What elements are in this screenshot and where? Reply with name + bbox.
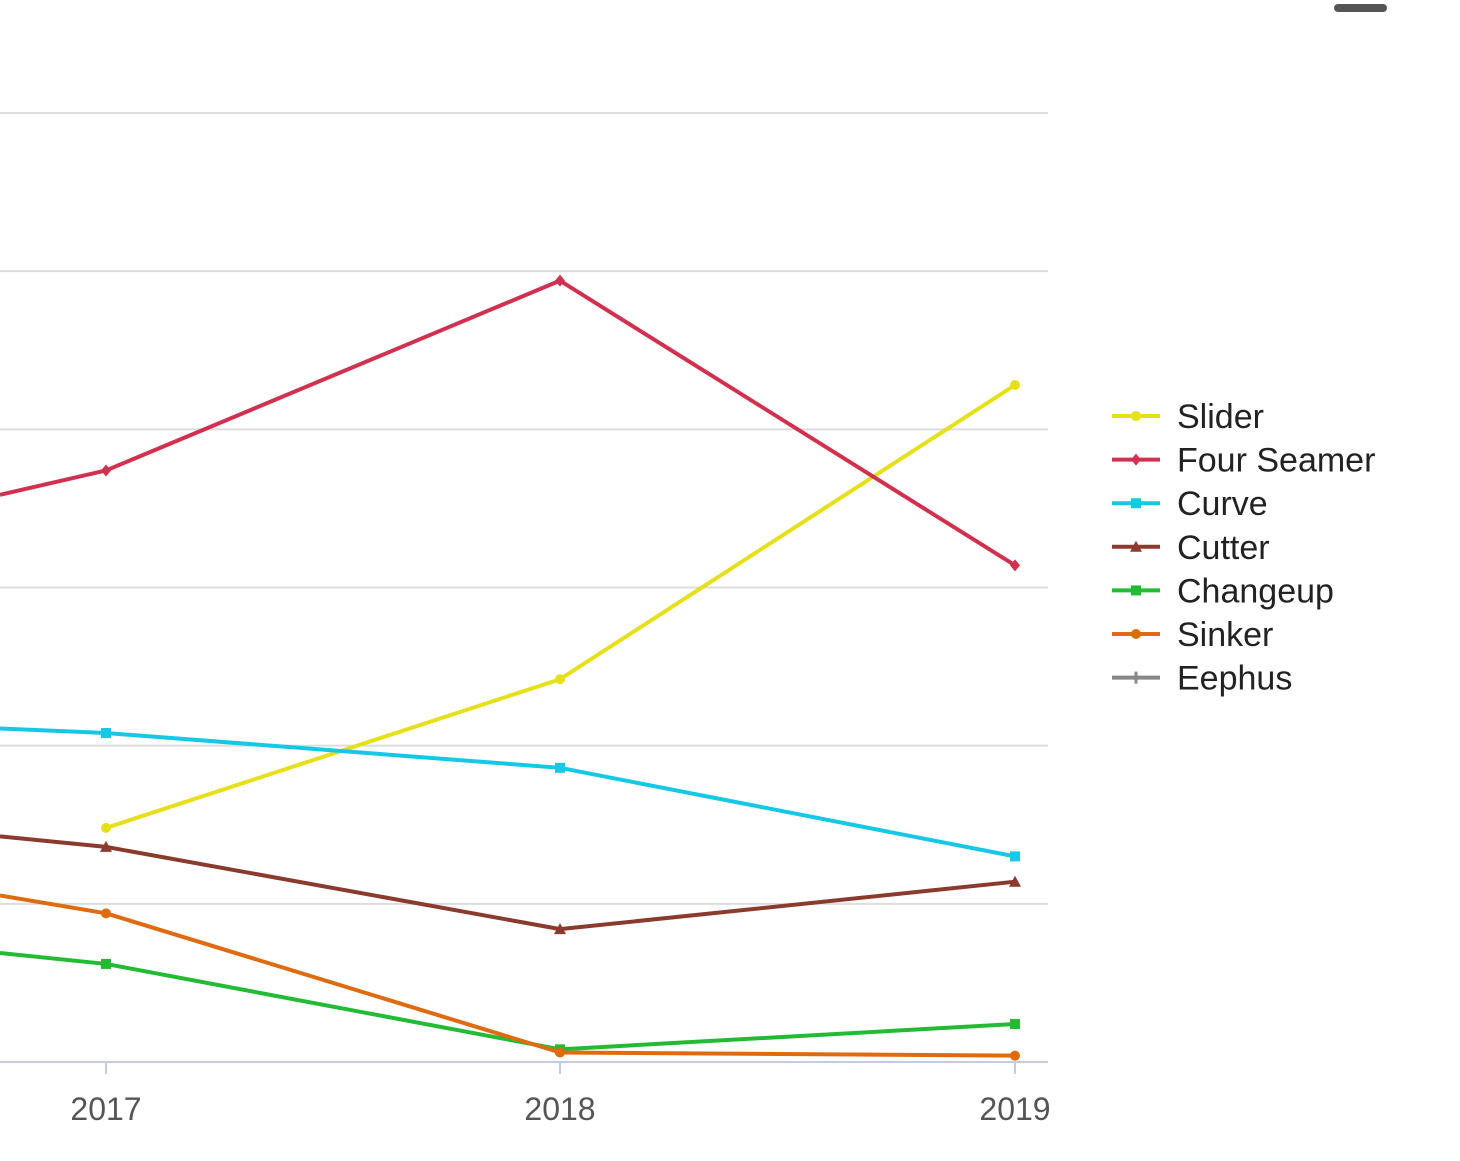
series-line-sinker: [0, 893, 1016, 1058]
series-line-slider: [105, 383, 1017, 830]
data-point-cutter: [100, 840, 112, 852]
data-point-slider: [555, 674, 565, 685]
x-axis-ticks: 2017 2018 2019: [70, 1062, 1051, 1127]
legend-item-eephus[interactable]: Eephus: [1112, 660, 1292, 698]
series-slider: [101, 380, 1020, 833]
data-point-cutter: [554, 923, 566, 935]
series-four-seamer: [0, 274, 1020, 572]
x-tick-label: 2018: [524, 1091, 595, 1127]
data-point-four-seamer: [101, 464, 111, 477]
data-point-slider: [1010, 380, 1020, 391]
legend-marker: [1130, 671, 1142, 684]
legend-label: Cutter: [1177, 529, 1270, 567]
series-line-curve: [0, 726, 1016, 859]
data-point-changeup: [101, 958, 111, 969]
legend-item-cutter[interactable]: Cutter: [1112, 529, 1270, 567]
legend-item-curve[interactable]: Curve: [1112, 485, 1268, 523]
data-point-curve: [1010, 851, 1020, 862]
gridlines: [0, 112, 1048, 905]
series-group: [0, 274, 1021, 1061]
legend-marker: [1130, 540, 1142, 552]
legend-marker: [1131, 411, 1141, 421]
series-curve: [0, 726, 1020, 862]
legend-label: Changeup: [1177, 572, 1334, 610]
minus-icon[interactable]: [1334, 4, 1387, 12]
legend-label: Four Seamer: [1177, 442, 1375, 480]
data-point-slider: [101, 822, 111, 833]
data-point-sinker: [101, 908, 111, 919]
data-point-curve: [101, 728, 111, 739]
legend-item-slider[interactable]: Slider: [1112, 398, 1264, 436]
legend-item-four-seamer[interactable]: Four Seamer: [1112, 442, 1375, 480]
legend-item-changeup[interactable]: Changeup: [1112, 572, 1334, 610]
legend-marker: [1131, 498, 1141, 509]
legend-label: Curve: [1177, 485, 1268, 523]
legend-marker: [1131, 585, 1141, 596]
data-point-changeup: [1010, 1019, 1020, 1030]
data-point-cutter: [1009, 875, 1021, 887]
data-point-four-seamer: [555, 274, 565, 287]
data-point-sinker: [555, 1047, 565, 1058]
legend: Slider Four Seamer Curve Cutter Changeup Sink…: [1112, 398, 1375, 698]
series-line-changeup: [0, 950, 1016, 1052]
data-point-curve: [555, 762, 565, 773]
legend-marker: [1131, 629, 1141, 639]
data-point-four-seamer: [1010, 559, 1020, 572]
data-point-sinker: [1010, 1050, 1020, 1061]
series-sinker: [0, 893, 1020, 1061]
legend-item-sinker[interactable]: Sinker: [1112, 616, 1273, 654]
legend-label: Slider: [1177, 398, 1264, 436]
legend-marker: [1131, 453, 1141, 466]
series-line-cutter: [0, 834, 1016, 932]
legend-label: Sinker: [1177, 616, 1273, 654]
series-cutter: [0, 834, 1021, 935]
series-line-four-seamer: [0, 278, 1017, 568]
legend-label: Eephus: [1177, 660, 1292, 698]
x-tick-label: 2017: [70, 1091, 141, 1127]
x-tick-label: 2019: [979, 1091, 1050, 1127]
